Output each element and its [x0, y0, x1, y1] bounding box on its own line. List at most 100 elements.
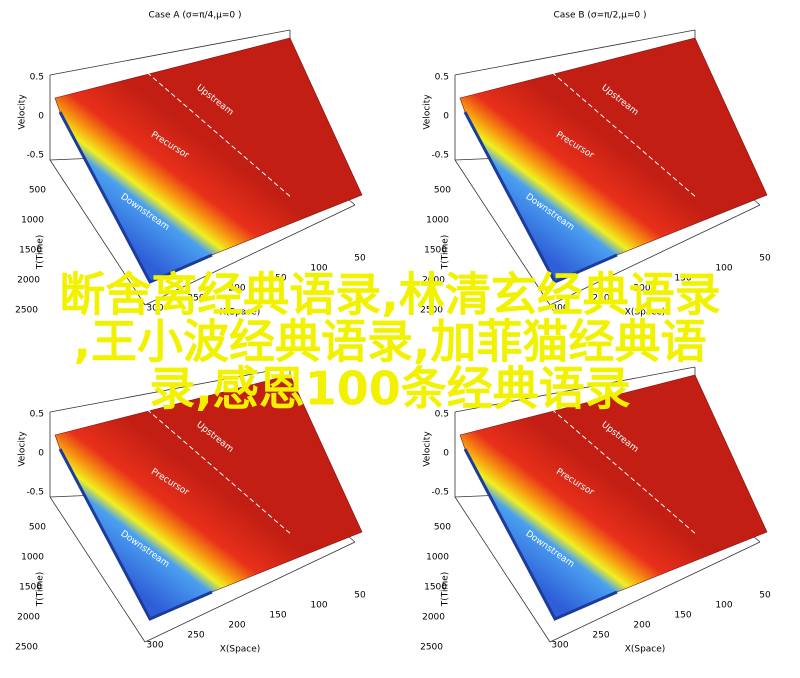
x-tick-label: 150	[269, 611, 286, 621]
t-axis-label: T(Time)	[36, 235, 46, 271]
x-tick-label: 150	[674, 611, 691, 621]
x-tick-label: 200	[228, 284, 245, 294]
x-axis-label: X(Space)	[625, 308, 666, 318]
x-tick-label: 50	[354, 254, 366, 264]
x-tick-label: 150	[674, 274, 691, 284]
z-tick-label: 0	[38, 449, 44, 459]
x-tick-label: 100	[310, 264, 327, 274]
surface	[54, 37, 363, 283]
t-tick-label: 500	[434, 523, 451, 533]
surface	[459, 37, 768, 283]
front-shadow	[463, 448, 618, 621]
z-tick-label: 0.5	[435, 410, 449, 420]
z-tick-label: 0.5	[30, 73, 44, 83]
front-shadow	[463, 111, 618, 284]
x-tick-label: 50	[354, 591, 366, 601]
x-tick-label: 250	[187, 631, 204, 641]
axis-edge	[49, 159, 146, 306]
x-tick-label: 300	[551, 304, 568, 314]
t-tick-label: 1000	[426, 216, 449, 226]
surface-plot: Velocity 0.5 0 -0.5 500 1000 1500 2000 2500 T(Tim…	[420, 366, 771, 655]
x-tick-label: 100	[715, 264, 732, 274]
z-axis-label: Velocity	[423, 94, 433, 130]
axis-edge	[49, 29, 291, 76]
axis-edge	[49, 366, 291, 413]
z-tick-label: -0.5	[431, 488, 449, 498]
z-tick-label: -0.5	[26, 151, 44, 161]
z-tick-label: 0	[443, 449, 449, 459]
x-tick-label: 50	[759, 591, 771, 601]
axis-edge	[454, 366, 696, 413]
t-tick-label: 2500	[420, 306, 443, 316]
z-tick-label: 0	[443, 112, 449, 122]
x-tick-label: 100	[715, 601, 732, 611]
z-tick-label: -0.5	[26, 488, 44, 498]
t-tick-label: 1500	[424, 246, 447, 256]
z-tick-label: 0.5	[435, 73, 449, 83]
t-tick-label: 500	[434, 186, 451, 196]
t-tick-label: 2500	[15, 643, 38, 653]
x-axis-label: X(Space)	[220, 645, 261, 655]
axis-edge	[454, 496, 551, 643]
t-tick-label: 1500	[19, 246, 42, 256]
front-dashed	[134, 61, 293, 199]
z-axis-label: Velocity	[423, 431, 433, 467]
overlay-text: 录,感恩100条经典语录	[149, 362, 631, 416]
t-tick-label: 2500	[420, 643, 443, 653]
t-axis-label: T(Time)	[441, 572, 451, 608]
front-dashed	[539, 61, 698, 199]
axis-edge	[144, 204, 356, 306]
panel-title: Case A (σ=π/4,μ=0 )	[148, 11, 241, 21]
t-tick-label: 500	[29, 523, 46, 533]
t-tick-label: 2000	[17, 613, 40, 623]
x-tick-label: 250	[592, 294, 609, 304]
x-tick-label: 250	[592, 631, 609, 641]
x-tick-label: 50	[759, 254, 771, 264]
x-tick-label: 100	[310, 601, 327, 611]
x-tick-label: 300	[551, 641, 568, 651]
front-dashed	[539, 398, 698, 536]
axis-edge	[144, 541, 356, 643]
t-axis-label: T(Time)	[441, 235, 451, 271]
surface-plot: Velocity 0.5 0 -0.5 500 1000 1500 2000 2500 T(Tim…	[15, 366, 366, 655]
axis-edge	[49, 496, 146, 643]
z-axis-label: Velocity	[18, 431, 28, 467]
axis-edge	[549, 541, 761, 643]
x-tick-label: 250	[187, 294, 204, 304]
z-tick-label: 0	[38, 112, 44, 122]
surface-plot: Case A (σ=π/4,μ=0 ) Velocity 0.5 0 -0.5 500 10…	[15, 11, 366, 318]
t-tick-label: 1000	[21, 553, 44, 563]
front-shadow	[58, 448, 213, 621]
z-axis-label: Velocity	[18, 94, 28, 130]
t-tick-label: 1000	[21, 216, 44, 226]
overlay-text: 断舍离经典语录,林清玄经典语录	[59, 268, 720, 322]
z-tick-label: 0.5	[30, 410, 44, 420]
t-tick-label: 1500	[19, 583, 42, 593]
z-tick-label: -0.5	[431, 151, 449, 161]
axis-edge	[454, 29, 696, 76]
overlay-text: ,王小波经典语录,加菲猫经典语	[74, 315, 707, 369]
t-tick-label: 2500	[15, 306, 38, 316]
x-tick-label: 150	[269, 274, 286, 284]
panel-title: Case B (σ=π/2,μ=0 )	[553, 11, 646, 21]
surface-plot: Case B (σ=π/2,μ=0 ) Velocity 0.5 0 -0.5 500 10…	[420, 11, 771, 318]
t-tick-label: 2000	[422, 276, 445, 286]
t-tick-label: 1500	[424, 583, 447, 593]
x-tick-label: 200	[633, 284, 650, 294]
t-axis-label: T(Time)	[36, 572, 46, 608]
x-tick-label: 300	[146, 304, 163, 314]
x-tick-label: 300	[146, 641, 163, 651]
x-axis-label: X(Space)	[625, 645, 666, 655]
x-tick-label: 200	[228, 621, 245, 631]
axis-edge	[549, 204, 761, 306]
t-tick-label: 500	[29, 186, 46, 196]
t-tick-label: 2000	[17, 276, 40, 286]
front-shadow	[58, 111, 213, 284]
front-dashed	[134, 398, 293, 536]
x-axis-label: X(Space)	[220, 308, 261, 318]
t-tick-label: 1000	[426, 553, 449, 563]
axis-edge	[454, 159, 551, 306]
x-tick-label: 200	[633, 621, 650, 631]
t-tick-label: 2000	[422, 613, 445, 623]
